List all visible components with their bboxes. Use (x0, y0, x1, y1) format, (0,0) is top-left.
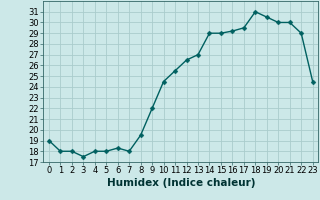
X-axis label: Humidex (Indice chaleur): Humidex (Indice chaleur) (107, 178, 255, 188)
